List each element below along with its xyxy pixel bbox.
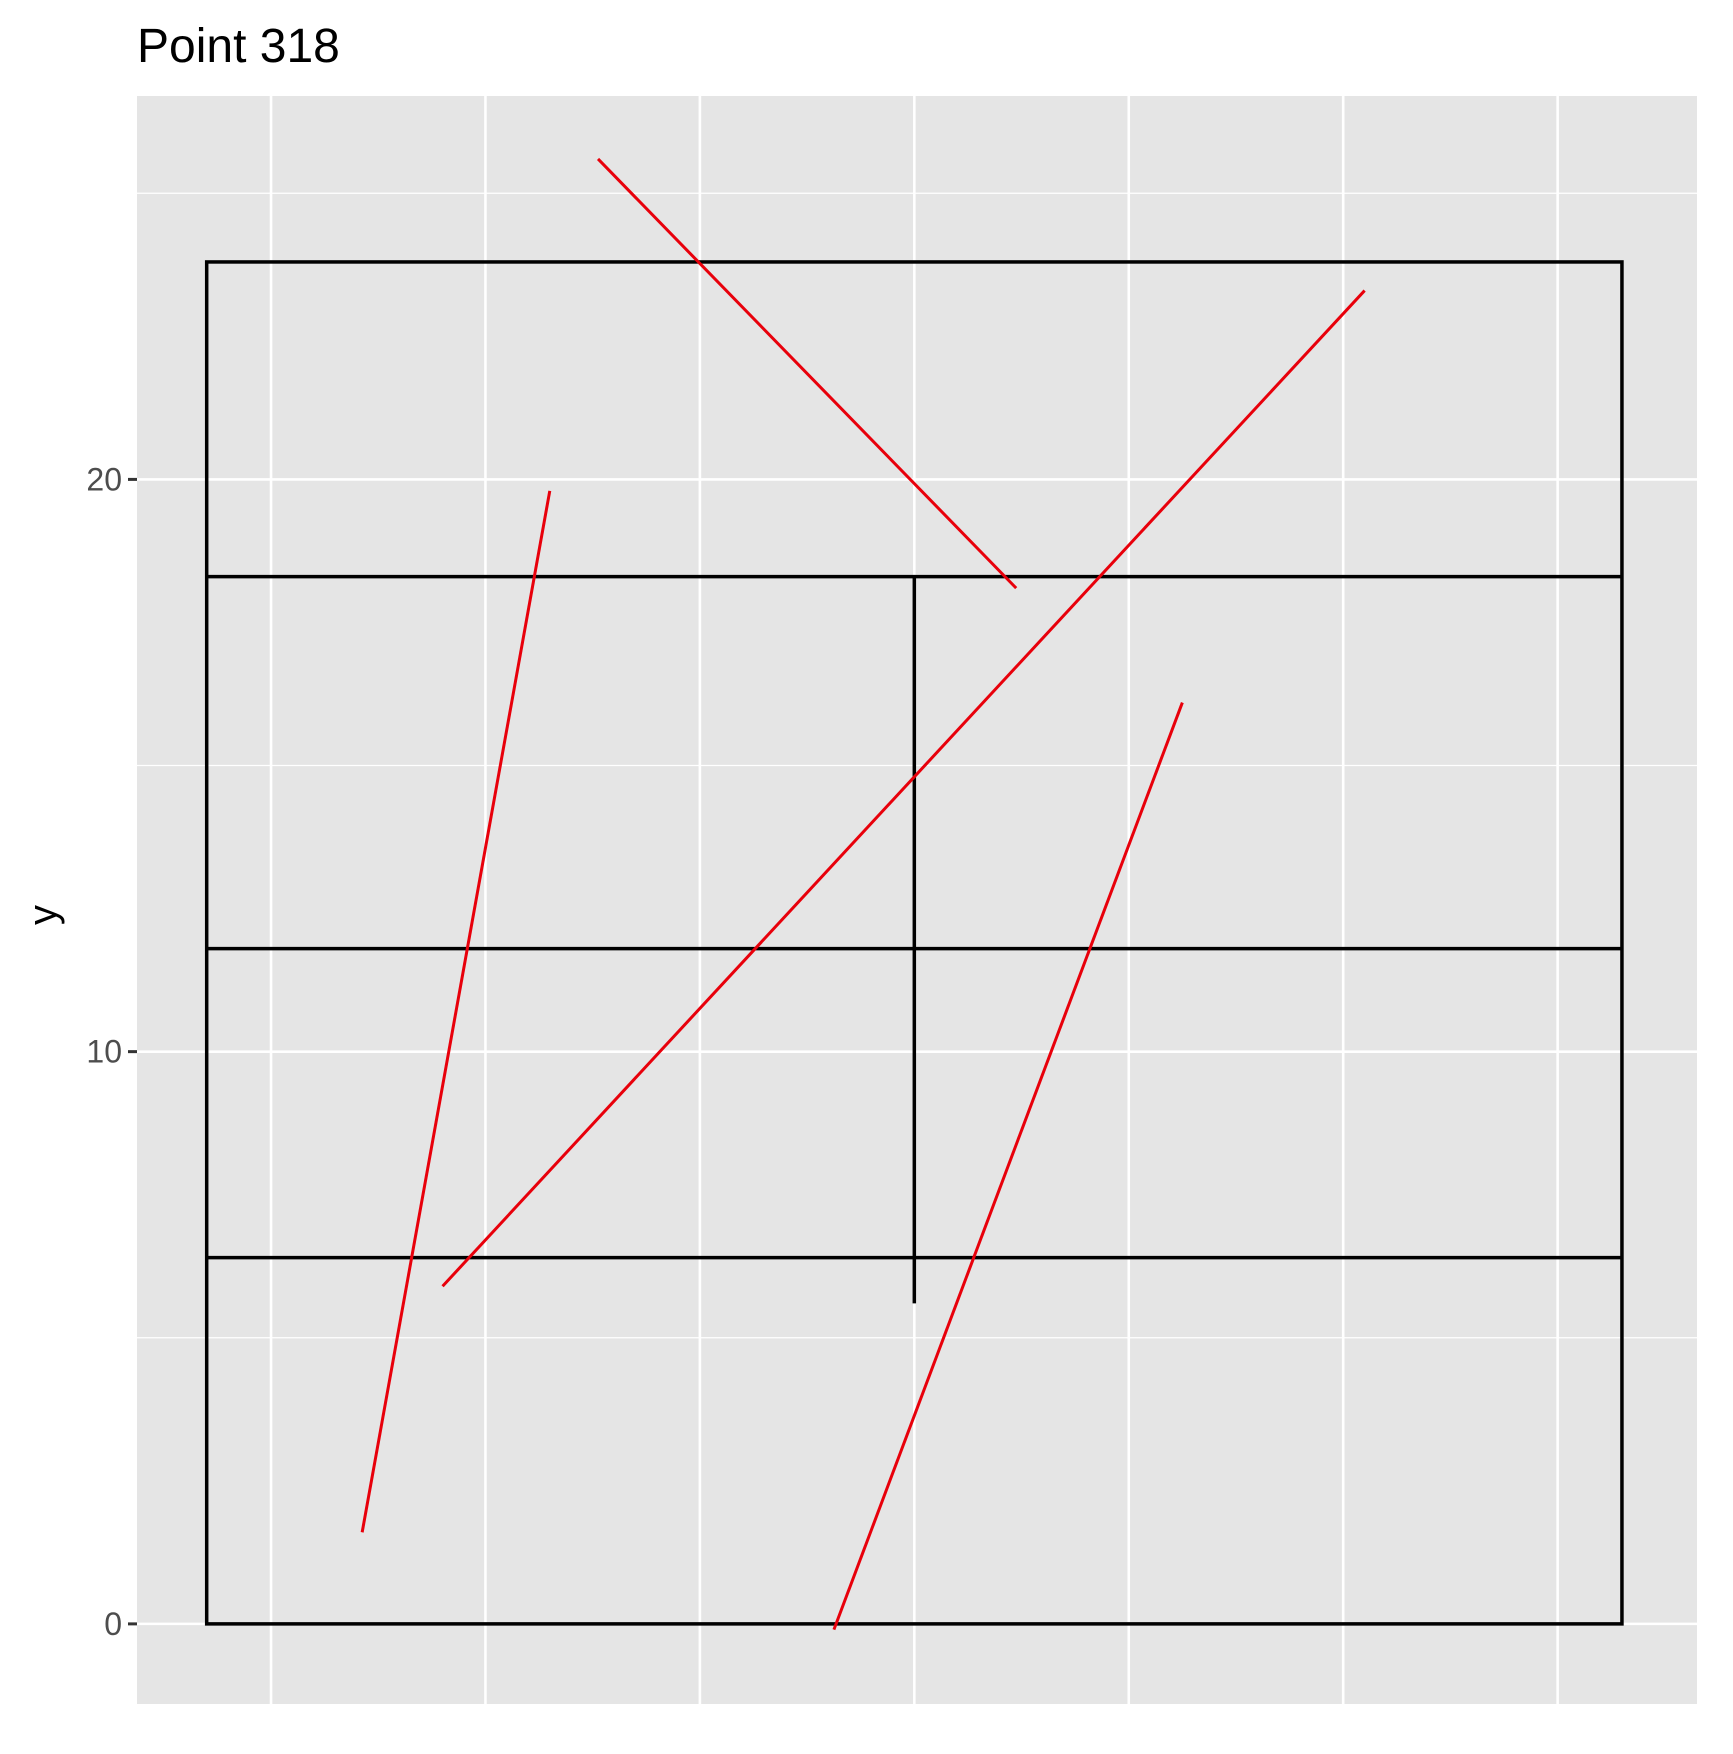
major-gridlines — [137, 96, 1697, 1704]
series-line-1 — [360, 490, 552, 1533]
y-tick-label: 0 — [104, 1606, 122, 1642]
box-outer-rect — [204, 260, 1624, 1626]
box-outline — [204, 260, 1624, 1626]
y-tick-label: 10 — [86, 1034, 122, 1070]
series-line-3 — [441, 289, 1366, 1288]
series-line-4 — [832, 702, 1184, 1631]
series-lines — [360, 157, 1366, 1631]
chart-title: Point 318 — [137, 20, 340, 73]
plot-panel — [137, 96, 1697, 1704]
y-tick-label: 20 — [86, 461, 122, 497]
y-axis: 0 10 20 — [86, 461, 137, 1642]
series-line-2 — [596, 157, 1018, 590]
y-axis-title: y — [21, 905, 65, 925]
